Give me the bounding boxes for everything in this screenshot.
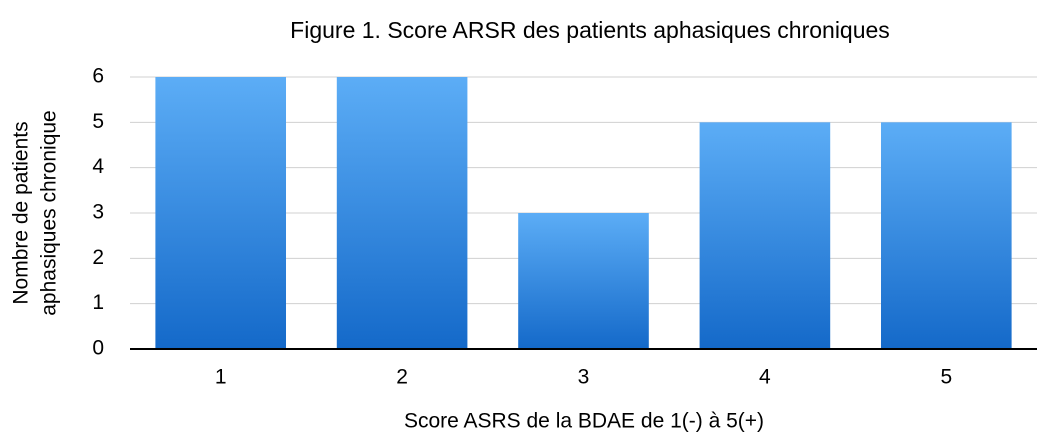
y-axis-label-line: aphasiques chronique — [38, 110, 61, 316]
bar — [155, 77, 287, 349]
bar — [518, 213, 649, 349]
chart-title: Figure 1. Score ARSR des patients aphasi… — [290, 17, 890, 43]
x-axis-label: Score ASRS de la BDAE de 1(-) à 5(+) — [404, 410, 764, 433]
y-tick-label: 2 — [92, 246, 104, 269]
bar — [699, 122, 831, 349]
bar — [880, 122, 1012, 349]
bar — [336, 77, 468, 349]
y-axis-label: Nombre de patients aphasiques chronique — [10, 110, 61, 316]
y-tick-label: 6 — [92, 65, 104, 88]
x-tick-label: 1 — [215, 366, 227, 389]
x-tick-label: 2 — [396, 366, 408, 389]
y-tick-label: 1 — [92, 291, 104, 314]
y-tick-label: 4 — [92, 155, 104, 178]
x-tick-label: 5 — [940, 366, 952, 389]
x-tick-label: 3 — [578, 366, 590, 389]
y-tick-label: 5 — [92, 110, 104, 133]
x-tick-label: 4 — [759, 366, 771, 389]
y-tick-label: 3 — [92, 201, 104, 224]
y-tick-label: 0 — [92, 337, 104, 360]
y-axis-label-line: Nombre de patients — [10, 121, 33, 304]
